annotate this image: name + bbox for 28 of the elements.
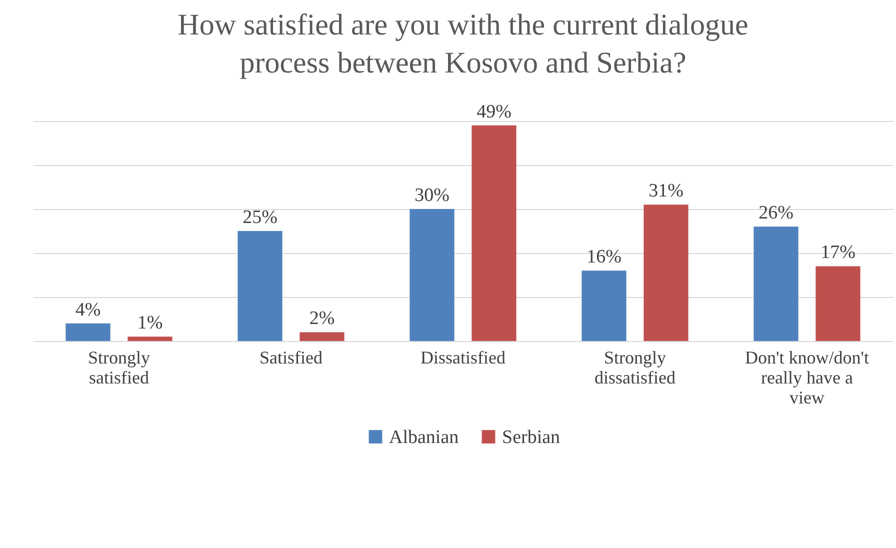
bar [238,231,282,341]
data-label: 1% [137,312,163,334]
bar [410,209,454,341]
data-label: 16% [586,246,622,268]
bar [644,204,688,341]
data-label: 4% [75,299,101,320]
x-tick-label: Satisfied [260,348,322,368]
x-tick-label: Dissatisfied [420,348,506,368]
data-label: 2% [309,308,335,330]
data-label: 26% [758,202,794,224]
data-label: 49% [476,101,512,122]
x-tick-label: Strongly dissatisfied [594,348,676,388]
data-label: 17% [820,242,856,264]
bar [582,270,626,341]
data-label: 25% [242,207,278,228]
x-tick-label: Strongly satisfied [88,348,150,388]
chart-title: How satisfied are you with the current dialogue process between Kosovo and Serbia? [178,8,748,80]
legend-label: Albanian [389,426,460,448]
bar [754,226,798,341]
bar [472,125,516,341]
x-tick-label: Don't know/don't really have a view [745,348,869,408]
bar [816,266,860,341]
legend-label: Serbian [502,426,561,448]
bar [300,332,344,341]
bar [66,323,110,341]
data-label: 31% [648,180,684,202]
data-label: 30% [414,185,450,206]
bar [128,336,172,341]
